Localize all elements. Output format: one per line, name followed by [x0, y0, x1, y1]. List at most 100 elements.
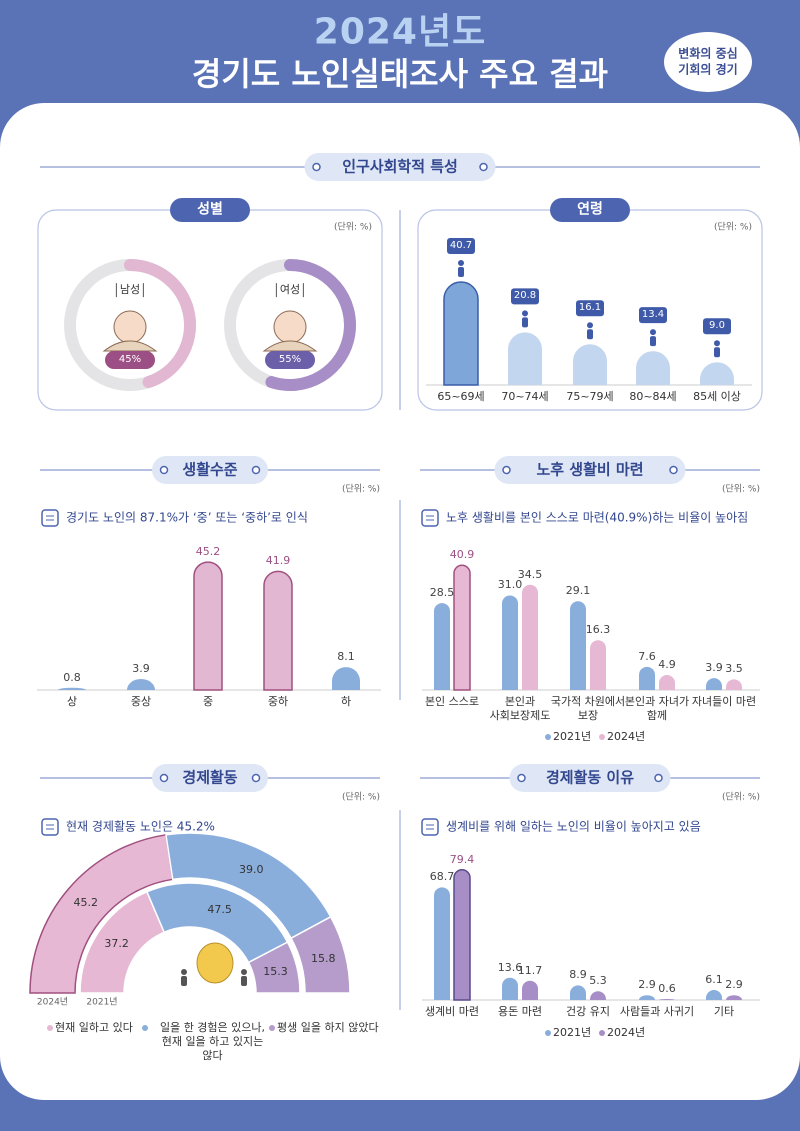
- bar: [434, 603, 450, 690]
- bar: [502, 977, 518, 1000]
- value-label: 40.7: [449, 239, 473, 251]
- legend-marker: [142, 1025, 148, 1031]
- note-icon: [41, 818, 59, 836]
- value-label: 8.1: [337, 650, 355, 664]
- person-icon: [522, 317, 528, 328]
- value-label: 45.2: [195, 545, 221, 559]
- chart-title: 경제활동: [182, 768, 238, 787]
- value-label: 0.8: [63, 670, 81, 684]
- bar: [706, 678, 722, 690]
- section-dot: [479, 162, 488, 172]
- bar: [590, 991, 606, 1000]
- badge-text: 변화의 중심: [678, 46, 738, 61]
- person-icon: [587, 322, 593, 329]
- legend-marker: [599, 1030, 605, 1036]
- person-icon: [650, 336, 656, 347]
- chart-box: [37, 209, 383, 411]
- value-box: [447, 238, 475, 255]
- section-pill: [152, 456, 268, 484]
- category-label: 중: [202, 695, 214, 709]
- section-dot: [654, 773, 663, 783]
- section-dot: [251, 773, 261, 783]
- value-label: 34.5: [517, 567, 543, 581]
- category-label: 여성: [275, 283, 305, 297]
- bar: [700, 362, 734, 385]
- bar: [332, 667, 360, 690]
- category-label: 남성: [115, 283, 145, 297]
- section-pill: [494, 456, 686, 484]
- legend-marker: [599, 734, 605, 740]
- section-dot: [159, 773, 169, 783]
- value-label: 11.7: [517, 963, 543, 977]
- bar: [127, 678, 155, 690]
- category-label: 중하: [267, 695, 289, 709]
- chart-title: 연령: [577, 201, 603, 218]
- chart-title: 경제활동 이유: [545, 768, 635, 787]
- category-label: 하: [340, 695, 352, 709]
- category-label: 자녀들이 마련: [691, 695, 757, 708]
- person-icon: [650, 329, 656, 336]
- body-icon: [102, 340, 158, 352]
- section-pill: [304, 153, 496, 181]
- value-label: 3.5: [725, 662, 743, 676]
- bar: [502, 595, 518, 690]
- category-label: 용돈 마련: [498, 1005, 542, 1018]
- person-icon: [587, 329, 593, 340]
- bar: [726, 679, 742, 690]
- note-icon: [421, 509, 439, 527]
- ring-segment: [290, 915, 351, 994]
- section-title: 인구사회학적 특성: [342, 157, 458, 176]
- bar: [639, 995, 655, 1000]
- value-label: 45.2: [73, 896, 98, 910]
- person-icon: [458, 267, 464, 278]
- category-label: 국가적 차원에서 보장: [550, 695, 626, 722]
- category-label: 본인과 자녀가 함께: [624, 695, 690, 722]
- chart-subtitle: 생계비를 위해 일하는 노인의 비율이 높아지고 있음: [446, 819, 701, 834]
- value-label: 31.0: [497, 578, 523, 592]
- person-icon: [714, 340, 720, 347]
- chart-subtitle: 현재 경제활동 노인은 45.2%: [66, 819, 215, 834]
- category-label: 중상: [130, 695, 152, 709]
- section-dot: [517, 773, 526, 783]
- category-label: 상: [66, 695, 78, 709]
- category-label: 85세 이상: [693, 390, 741, 404]
- value-label: 40.9: [449, 548, 475, 562]
- person-icon: [241, 976, 247, 986]
- section-dot: [502, 465, 511, 475]
- bar: [639, 666, 655, 690]
- value-label: 39.0: [239, 863, 264, 877]
- bar: [570, 985, 586, 1000]
- section-dot: [251, 465, 261, 475]
- section-dot: [159, 465, 169, 475]
- bar: [659, 675, 675, 690]
- person-icon: [522, 310, 528, 317]
- legend-label: 현재 일하고 있다: [55, 1021, 133, 1034]
- bar: [193, 561, 223, 691]
- legend-label: 2021년: [553, 730, 592, 744]
- value-label: 47.5: [207, 903, 232, 917]
- body-icon: [262, 340, 318, 352]
- section-dot: [312, 162, 321, 172]
- value-label: 2.9: [638, 978, 656, 992]
- value-pill: [265, 351, 315, 369]
- category-label: 사람들과 사귀기: [619, 1005, 695, 1018]
- person-icon: [714, 347, 720, 358]
- unit-label: (단위: %): [341, 484, 380, 495]
- value-label: 13.4: [641, 308, 665, 320]
- value-label: 79.4: [449, 852, 475, 866]
- value-label: 6.1: [705, 973, 723, 987]
- person-icon: [181, 969, 187, 975]
- bar: [434, 887, 450, 1000]
- bar: [263, 570, 293, 691]
- section-dot: [669, 465, 678, 475]
- category-label: 80~84세: [629, 390, 677, 404]
- section-pill: [152, 764, 268, 792]
- value-label: 68.7: [429, 870, 455, 884]
- value-label: 16.3: [585, 623, 611, 637]
- value-label: 3.9: [705, 661, 723, 675]
- value-label: 16.1: [578, 302, 602, 314]
- ring-segment: [247, 941, 301, 994]
- unit-label: (단위: %): [333, 222, 372, 233]
